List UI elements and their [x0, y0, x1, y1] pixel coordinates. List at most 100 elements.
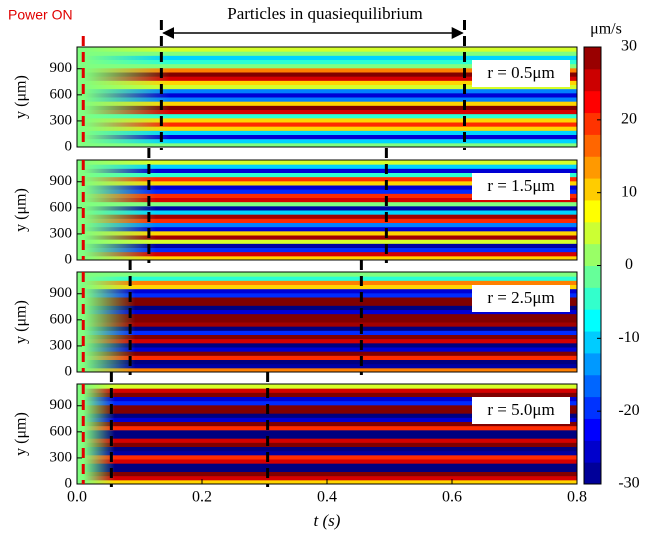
heat-band [77, 80, 577, 85]
y-tick-label: 600 [50, 423, 73, 439]
heat-band [77, 255, 577, 261]
heat-band [77, 450, 577, 456]
heat-band [77, 126, 577, 131]
heat-band [77, 280, 577, 285]
colorbar-step [584, 462, 601, 485]
colorbar-step [584, 221, 601, 245]
panel-frame [76, 159, 578, 261]
y-tick-label: 600 [50, 199, 73, 215]
colorbar-tick-label: 0 [625, 256, 633, 273]
heat-band [77, 130, 577, 135]
heat-band [77, 276, 577, 281]
heat-band [77, 292, 577, 298]
heat-band [77, 117, 577, 123]
heat-band [77, 197, 577, 203]
heat-band [77, 322, 577, 327]
heat-band [77, 351, 577, 356]
heat-band [77, 342, 577, 348]
heat-band [77, 330, 577, 335]
heat-band [77, 251, 577, 257]
heat-band [77, 454, 577, 460]
colorbar-step [584, 309, 601, 332]
colorbar-step [584, 90, 601, 114]
colorbar-step [584, 199, 601, 223]
colorbar-label: μm/s [590, 21, 622, 38]
heat-band [77, 355, 577, 360]
heat-band [77, 434, 577, 439]
heat-band [77, 413, 577, 418]
colorbar-step [584, 352, 601, 376]
heat-band [77, 185, 577, 190]
y-axis-label: y (μm) [13, 412, 30, 456]
heat-band [77, 284, 577, 290]
power-label: Power ON [8, 7, 73, 23]
heat-band [77, 400, 577, 406]
heat-band [77, 429, 577, 435]
colorbar-tick-label: 10 [621, 183, 637, 200]
heat-band [77, 317, 577, 323]
heat-band [77, 226, 577, 232]
heat-band [77, 122, 577, 127]
y-tick-label: 900 [50, 285, 73, 301]
heat-band [77, 205, 577, 211]
heat-band [77, 210, 577, 215]
heat-band [77, 301, 577, 306]
y-tick-label: 0 [65, 251, 73, 267]
heat-band [77, 88, 577, 94]
heat-band [77, 138, 577, 144]
heat-band [77, 47, 577, 52]
heat-band [77, 92, 577, 98]
heat-band [77, 421, 577, 427]
heat-band [77, 84, 577, 90]
heat-band [77, 76, 577, 81]
heat-band [77, 313, 577, 319]
heat-band [77, 367, 577, 373]
y-tick-label: 600 [50, 86, 73, 102]
panel-label-box [472, 173, 570, 200]
heat-band [77, 160, 577, 165]
heat-band [77, 247, 577, 253]
colorbar-tick-label: 20 [621, 111, 637, 128]
x-tick-label: 0.2 [192, 489, 212, 506]
heat-band [77, 201, 577, 207]
heat-band [77, 334, 577, 340]
heat-band [77, 51, 577, 56]
heat-band [77, 417, 577, 422]
heat-band [77, 459, 577, 464]
heat-band [77, 347, 577, 352]
colorbar-step [584, 243, 601, 266]
panel-label: r = 2.5μm [487, 288, 554, 307]
colorbar-step [584, 156, 601, 179]
colorbar-tick-label: -20 [618, 402, 639, 419]
heat-band [77, 425, 577, 431]
y-axis-label: y (μm) [13, 300, 30, 344]
heat-band [77, 235, 577, 240]
heat-band [77, 326, 577, 331]
heat-band [77, 218, 577, 223]
y-tick-label: 0 [65, 138, 73, 154]
y-axis-label: y (μm) [13, 75, 30, 119]
x-axis-label: t (s) [314, 511, 341, 530]
heat-band [77, 222, 577, 228]
panel-label-box [472, 285, 570, 312]
heat-band [77, 475, 577, 481]
heat-band [77, 404, 577, 410]
heat-band [77, 243, 577, 248]
heat-band [77, 288, 577, 294]
heat-band [77, 134, 577, 140]
heat-band [77, 438, 577, 443]
heat-band [77, 239, 577, 244]
heat-band [77, 409, 577, 414]
heat-band [77, 230, 577, 236]
heat-band [77, 297, 577, 302]
colorbar-step [584, 374, 601, 398]
heat-band [77, 363, 577, 369]
x-tick-label: 0.4 [317, 489, 337, 506]
y-tick-label: 0 [65, 475, 73, 491]
colorbar-step [584, 265, 601, 288]
panel-label: r = 5.0μm [487, 400, 554, 419]
heat-band [77, 309, 577, 315]
heat-band [77, 442, 577, 447]
heat-band [77, 392, 577, 397]
y-tick-label: 900 [50, 397, 73, 413]
